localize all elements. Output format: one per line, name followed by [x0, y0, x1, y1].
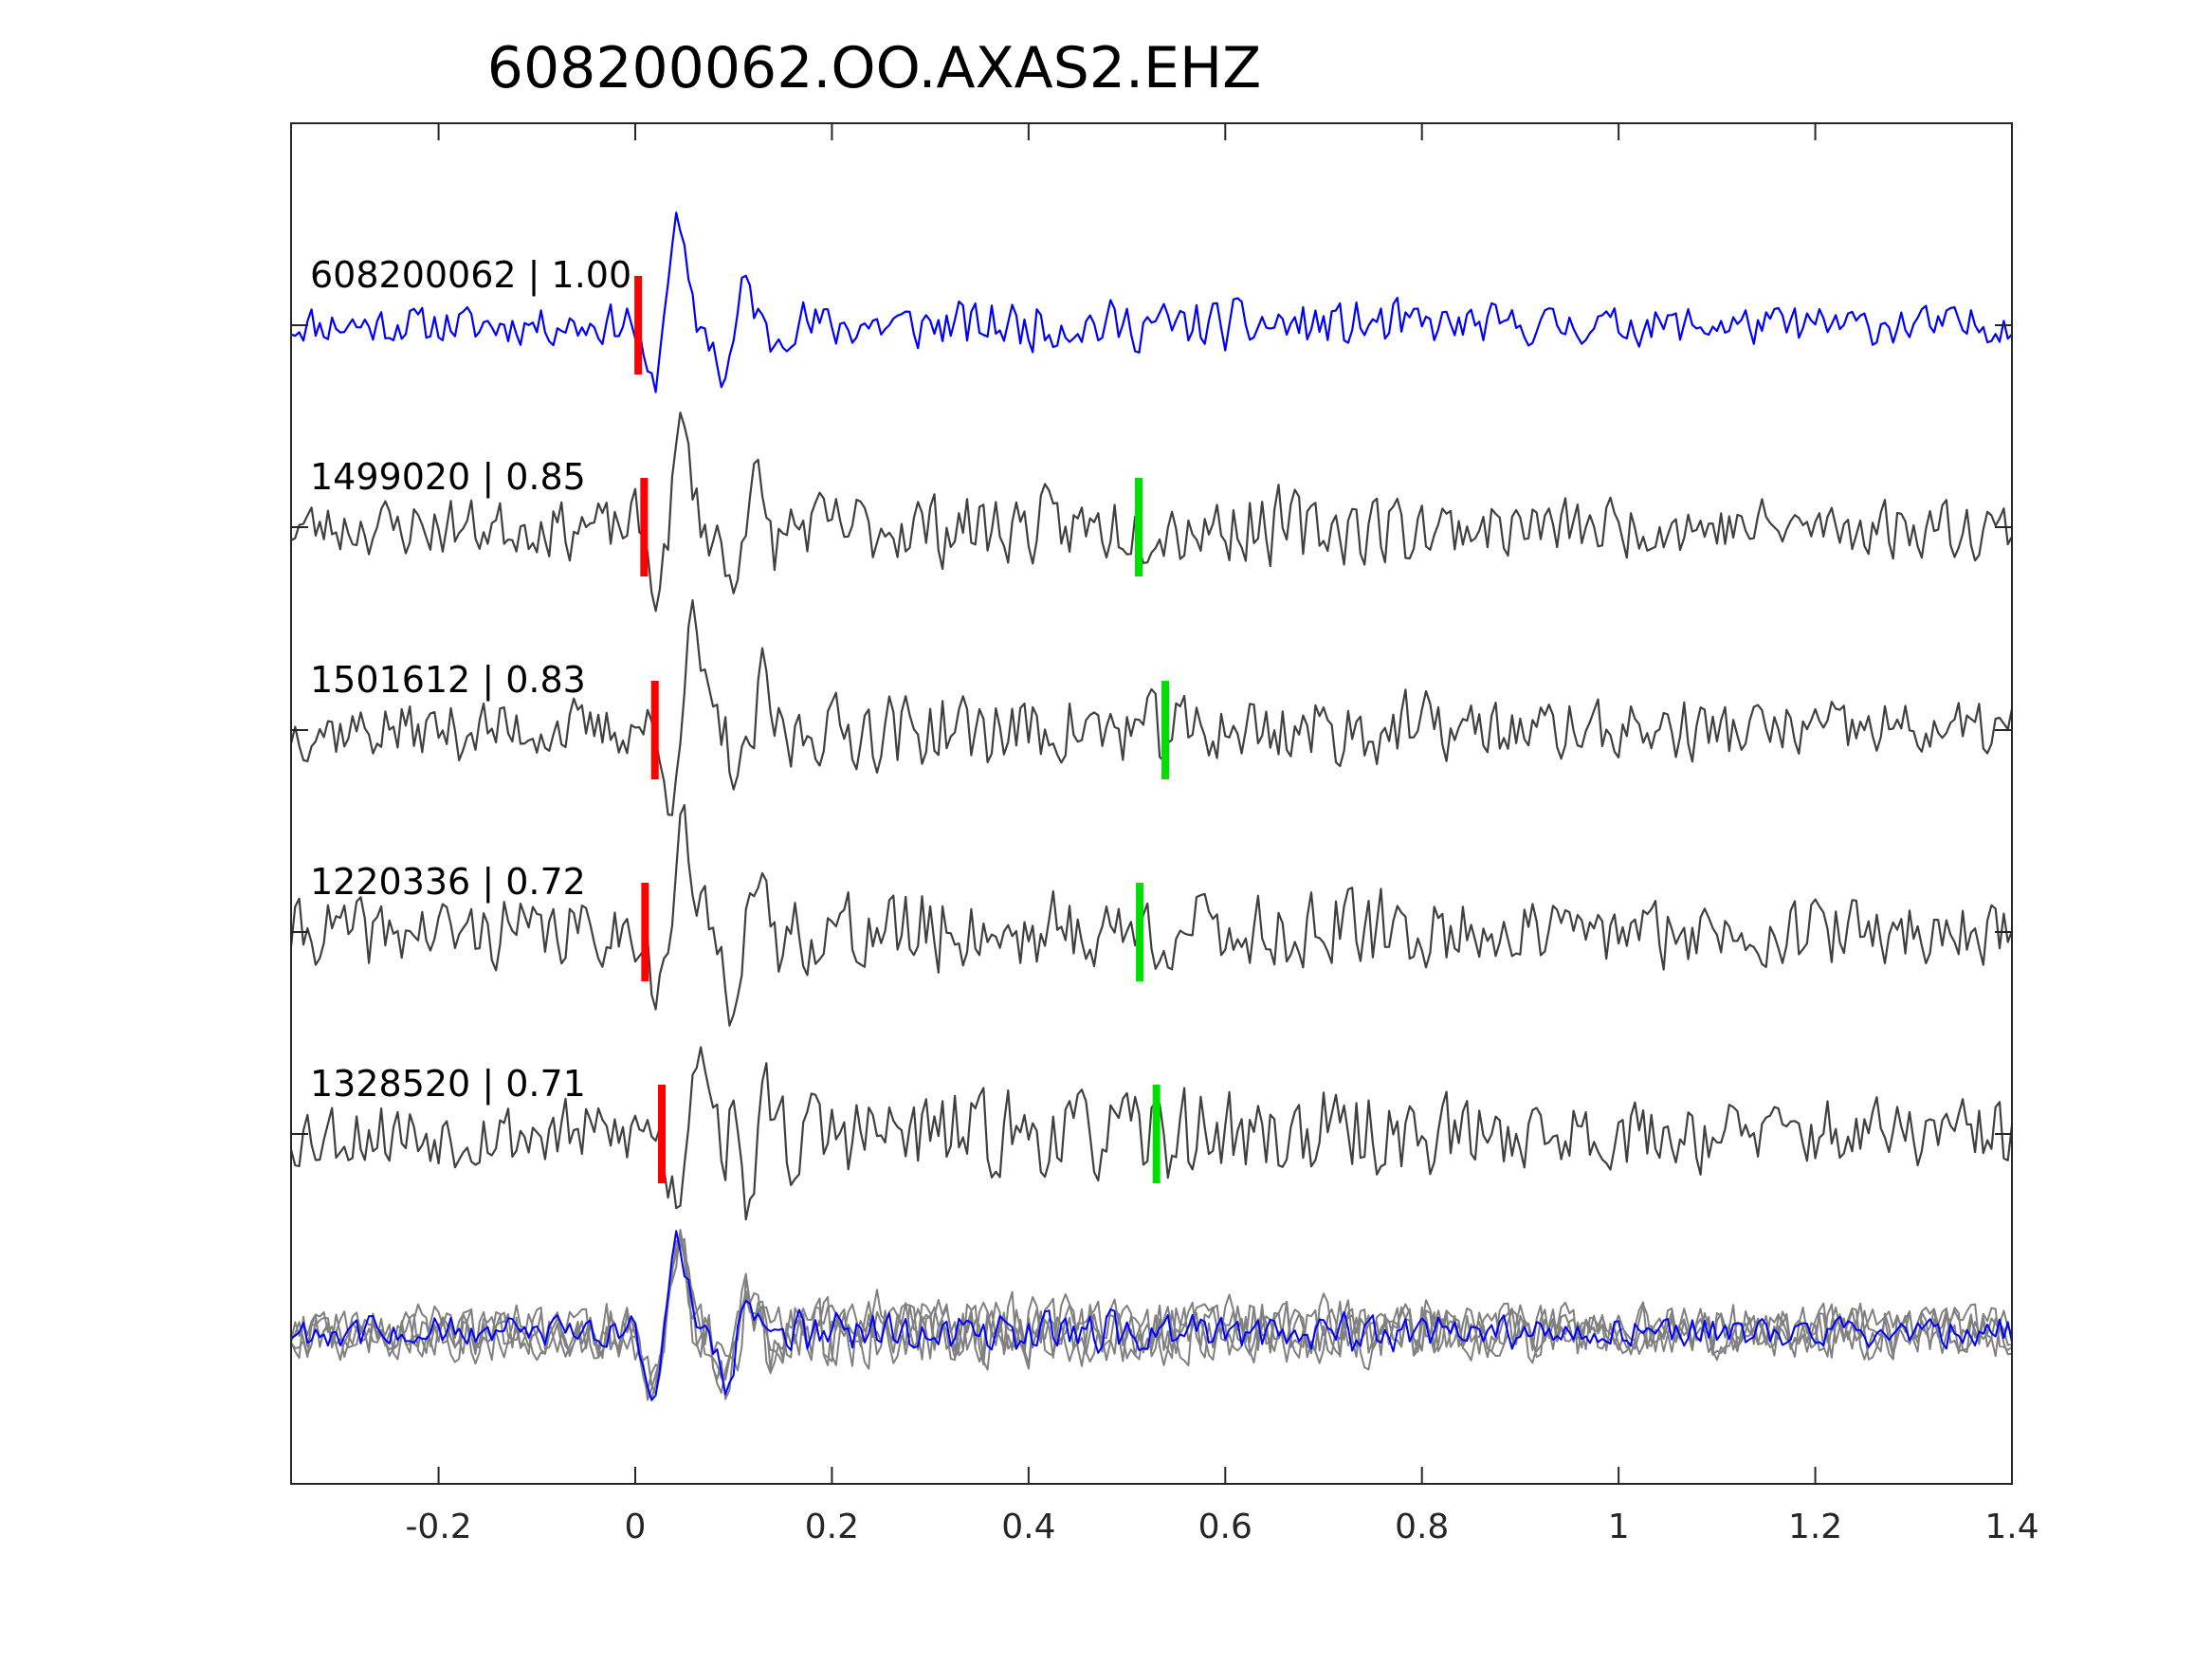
- labels-layer: 608200062 | 1.00 1499020 | 0.85 1501612 | …: [310, 254, 631, 1106]
- stack-trace-1501612: [290, 1235, 2013, 1392]
- stack-layer: [290, 1229, 2013, 1401]
- x-tick-label-0: -0.2: [405, 1508, 471, 1546]
- trace-1328520: [289, 1046, 2014, 1221]
- trace-1501612: [289, 599, 2014, 816]
- trace-label-1501612: 1501612 | 0.83: [310, 659, 586, 702]
- x-axis-ticks: -0.2 0 0.2 0.4 0.6 0.8 1 1.2 1.4: [405, 123, 2039, 1546]
- picks-layer: [634, 276, 1170, 1183]
- x-tick-label-7: 1.2: [1788, 1508, 1842, 1546]
- trace-608200062: [290, 211, 2013, 393]
- x-tick-label-4: 0.6: [1198, 1508, 1252, 1546]
- trace-1499020: [290, 411, 2013, 613]
- x-tick-label-8: 1.4: [1984, 1508, 2038, 1546]
- x-tick-label-5: 0.8: [1395, 1508, 1449, 1546]
- traces-layer: [289, 211, 2014, 1221]
- trace-label-1220336: 1220336 | 0.72: [310, 861, 586, 904]
- x-tick-label-1: 0: [625, 1508, 647, 1546]
- stack-trace-1220336: [290, 1237, 2013, 1399]
- stack-trace-608200062: [290, 1230, 2013, 1401]
- plot-axes-box: [290, 122, 2013, 1485]
- trace-label-1328520: 1328520 | 0.71: [310, 1063, 586, 1106]
- chart-title: 608200062.OO.AXAS2.EHZ: [487, 35, 1261, 101]
- x-tick-label-6: 1: [1608, 1508, 1630, 1546]
- trace-label-608200062: 608200062 | 1.00: [310, 254, 631, 297]
- trace-1220336: [289, 804, 2014, 1027]
- stack-trace-1328520: [290, 1229, 2013, 1401]
- x-tick-label-2: 0.2: [805, 1508, 859, 1546]
- x-tick-label-3: 0.4: [1001, 1508, 1055, 1546]
- trace-label-1499020: 1499020 | 0.85: [310, 456, 586, 499]
